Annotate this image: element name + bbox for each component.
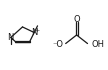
Text: OH: OH <box>92 40 105 49</box>
Text: N: N <box>31 28 37 37</box>
Text: N: N <box>8 33 14 42</box>
Text: +: + <box>35 28 40 33</box>
Text: ⁻O: ⁻O <box>52 40 63 49</box>
Text: O: O <box>73 15 80 24</box>
